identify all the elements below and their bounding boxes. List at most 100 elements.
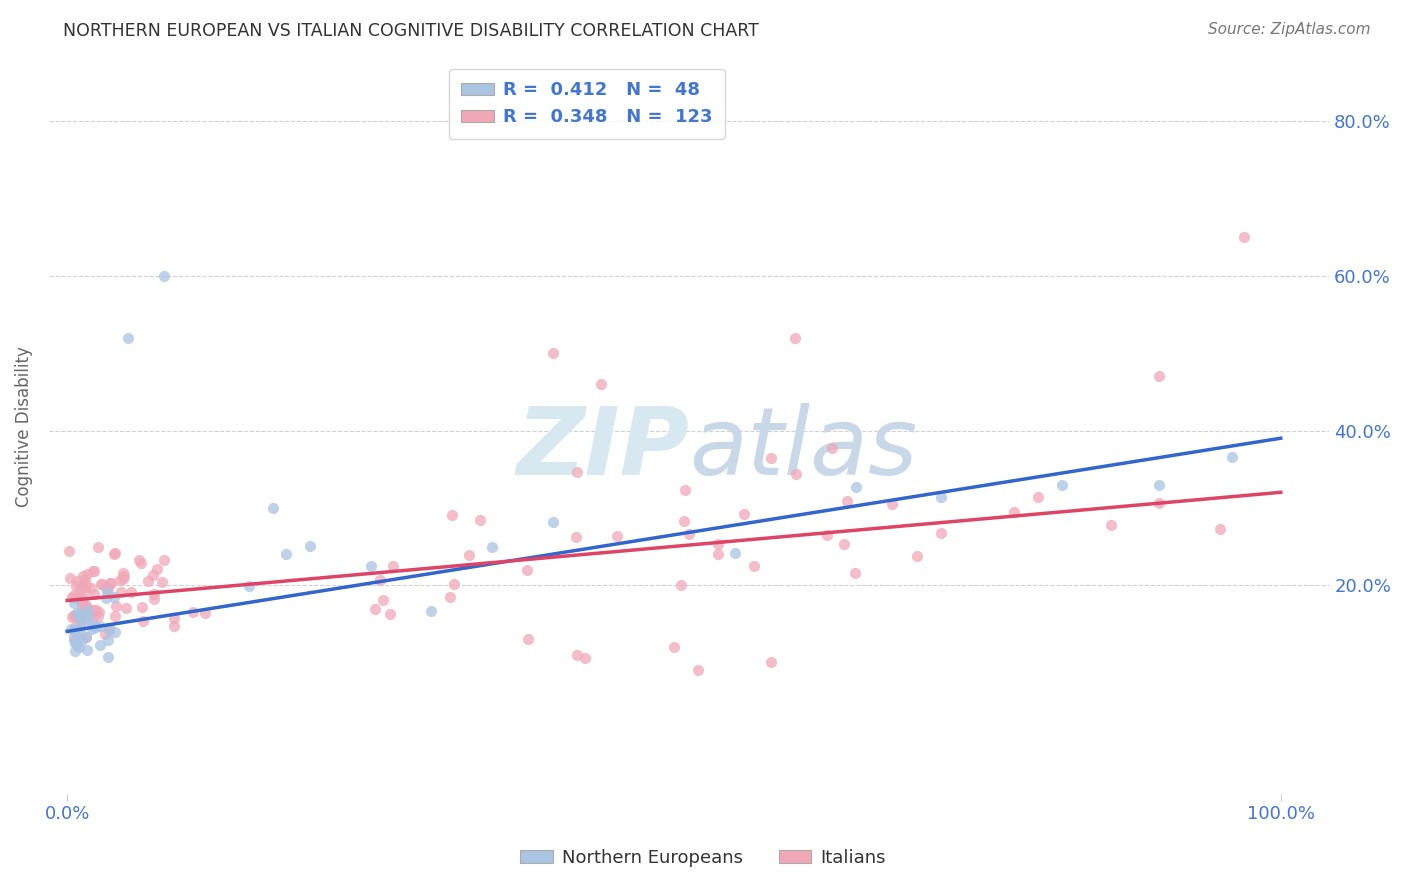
Text: ZIP: ZIP: [516, 402, 689, 495]
Point: [1002, 504, 1025, 518]
Point: [60, 590, 83, 604]
Point: [89, 605, 111, 619]
Point: [905, 549, 928, 564]
Point: [564, 530, 586, 544]
Point: [153, 553, 176, 567]
Point: [103, 547, 125, 561]
Point: [1099, 518, 1122, 533]
Point: [75, 630, 97, 644]
Point: [821, 441, 844, 455]
Point: [75, 572, 97, 586]
Point: [75, 599, 97, 613]
Point: [63, 588, 86, 602]
Point: [67, 607, 90, 622]
Point: [142, 567, 165, 582]
Point: [516, 563, 538, 577]
Point: [58, 544, 80, 558]
Legend: Northern Europeans, Italians: Northern Europeans, Italians: [513, 842, 893, 874]
Point: [60, 610, 83, 624]
Point: [96, 581, 118, 595]
Point: [785, 331, 807, 345]
Point: [238, 579, 260, 593]
Point: [89, 619, 111, 633]
Point: [96, 591, 118, 606]
Point: [114, 601, 136, 615]
Point: [606, 529, 628, 543]
Point: [65, 591, 87, 606]
Point: [69, 582, 91, 596]
Point: [815, 528, 838, 542]
Point: [69, 623, 91, 637]
Point: [66, 630, 89, 644]
Point: [104, 599, 127, 614]
Point: [82, 609, 104, 624]
Point: [66, 574, 89, 588]
Point: [723, 546, 745, 560]
Point: [443, 577, 465, 591]
Point: [65, 624, 87, 638]
Point: [75, 599, 97, 614]
Point: [97, 623, 120, 637]
Point: [76, 608, 98, 623]
Point: [832, 537, 855, 551]
Point: [1149, 369, 1171, 384]
Text: NORTHERN EUROPEAN VS ITALIAN COGNITIVE DISABILITY CORRELATION CHART: NORTHERN EUROPEAN VS ITALIAN COGNITIVE D…: [63, 22, 759, 40]
Point: [673, 483, 696, 498]
Point: [882, 497, 904, 511]
Point: [83, 564, 105, 578]
Point: [70, 599, 93, 613]
Point: [96, 585, 118, 599]
Point: [76, 612, 98, 626]
Point: [1052, 478, 1074, 492]
Point: [91, 576, 114, 591]
Point: [929, 491, 952, 505]
Point: [96, 581, 118, 595]
Point: [263, 500, 285, 515]
Point: [541, 346, 564, 360]
Point: [65, 623, 87, 637]
Point: [129, 557, 152, 571]
Point: [97, 632, 120, 647]
Point: [93, 627, 115, 641]
Point: [62, 630, 84, 644]
Text: atlas: atlas: [689, 403, 917, 494]
Point: [929, 525, 952, 540]
Point: [89, 638, 111, 652]
Point: [517, 632, 540, 647]
Point: [65, 619, 87, 633]
Point: [69, 615, 91, 630]
Y-axis label: Cognitive Disability: Cognitive Disability: [15, 346, 32, 507]
Point: [591, 377, 613, 392]
Point: [128, 553, 150, 567]
Point: [153, 268, 176, 283]
Point: [75, 630, 97, 644]
Text: Source: ZipAtlas.com: Source: ZipAtlas.com: [1208, 22, 1371, 37]
Point: [298, 540, 321, 554]
Point: [63, 608, 86, 623]
Point: [844, 566, 866, 580]
Point: [112, 566, 135, 580]
Point: [131, 614, 153, 628]
Point: [678, 527, 700, 541]
Point: [59, 622, 82, 636]
Point: [117, 331, 139, 345]
Point: [84, 620, 107, 634]
Point: [66, 606, 89, 620]
Point: [785, 467, 807, 481]
Point: [69, 607, 91, 622]
Point: [1149, 496, 1171, 510]
Point: [76, 603, 98, 617]
Point: [67, 640, 90, 654]
Point: [70, 578, 93, 592]
Point: [707, 547, 730, 561]
Point: [150, 574, 173, 589]
Point: [481, 540, 503, 554]
Point: [75, 577, 97, 591]
Point: [76, 567, 98, 582]
Point: [565, 648, 588, 662]
Point: [706, 536, 728, 550]
Point: [274, 548, 297, 562]
Point: [742, 558, 765, 573]
Point: [63, 644, 86, 658]
Point: [360, 558, 382, 573]
